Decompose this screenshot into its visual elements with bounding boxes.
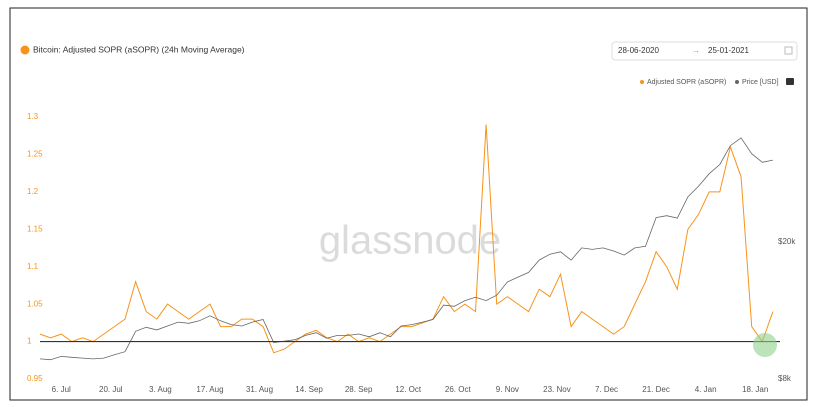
- highlight-circle: [753, 333, 777, 357]
- x-tick-label: 6. Jul: [52, 385, 71, 394]
- date-picker[interactable]: [611, 41, 798, 61]
- y-tick-label: 1.15: [27, 224, 43, 233]
- series-line: [39, 124, 774, 354]
- x-tick-label: 28. Sep: [345, 385, 373, 394]
- x-tick-label: 17. Aug: [196, 385, 223, 394]
- legend-swatch: [640, 80, 644, 84]
- x-tick-label: 31. Aug: [246, 385, 273, 394]
- y-tick-label: 1: [27, 337, 32, 346]
- y2-tick-label: $8k: [778, 374, 792, 383]
- y-tick-label: 1.1: [27, 262, 39, 271]
- x-tick-label: 20. Jul: [99, 385, 123, 394]
- x-tick-label: 21. Dec: [642, 385, 670, 394]
- x-tick-label: 7. Dec: [595, 385, 618, 394]
- x-tick-label: 3. Aug: [149, 385, 172, 394]
- calendar-icon[interactable]: [784, 46, 793, 55]
- legend-swatch: [735, 80, 739, 84]
- x-tick-label: 23. Nov: [543, 385, 571, 394]
- legend-label: Adjusted SOPR (aSOPR): [647, 79, 726, 86]
- end-date[interactable]: 25-01-2021: [708, 46, 749, 55]
- x-tick-label: 26. Oct: [445, 385, 472, 394]
- chart-title: Bitcoin: Adjusted SOPR (aSOPR) (24h Movi…: [33, 44, 245, 54]
- y-tick-label: 1.25: [27, 150, 43, 159]
- bitcoin-icon: [20, 45, 30, 55]
- card: [9, 7, 808, 401]
- legend-label: Price [USD]: [742, 79, 779, 86]
- y-tick-label: 1.2: [27, 187, 39, 196]
- x-tick-label: 14. Sep: [295, 385, 323, 394]
- y-tick-label: 1.3: [27, 112, 39, 121]
- start-date[interactable]: 28-06-2020: [618, 46, 659, 55]
- series-line: [39, 137, 773, 361]
- x-tick-label: 18. Jan: [742, 385, 768, 394]
- y-tick-label: 0.95: [27, 374, 43, 383]
- watermark: glassnode: [319, 219, 501, 263]
- date-separator: →: [692, 46, 700, 55]
- y-tick-label: 1.05: [27, 299, 43, 308]
- x-tick-label: 9. Nov: [496, 385, 519, 394]
- camera-icon[interactable]: [786, 78, 794, 85]
- x-tick-label: 4. Jan: [695, 385, 717, 394]
- x-tick-label: 12. Oct: [395, 385, 422, 394]
- y2-tick-label: $20k: [778, 237, 796, 246]
